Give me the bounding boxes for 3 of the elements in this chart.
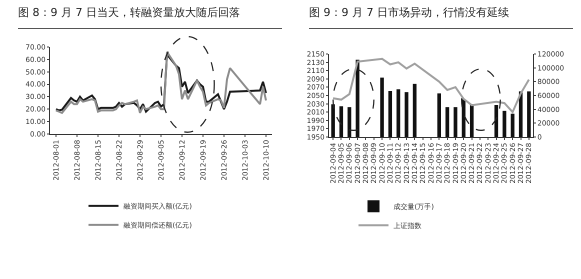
line-series xyxy=(332,58,530,114)
chart-title: 图 8：9 月 7 日当天，转融资量放大随后回落 xyxy=(18,5,240,20)
chart-title: 图 9：9 月 7 日市场异动，行情没有延续 xyxy=(309,5,509,20)
